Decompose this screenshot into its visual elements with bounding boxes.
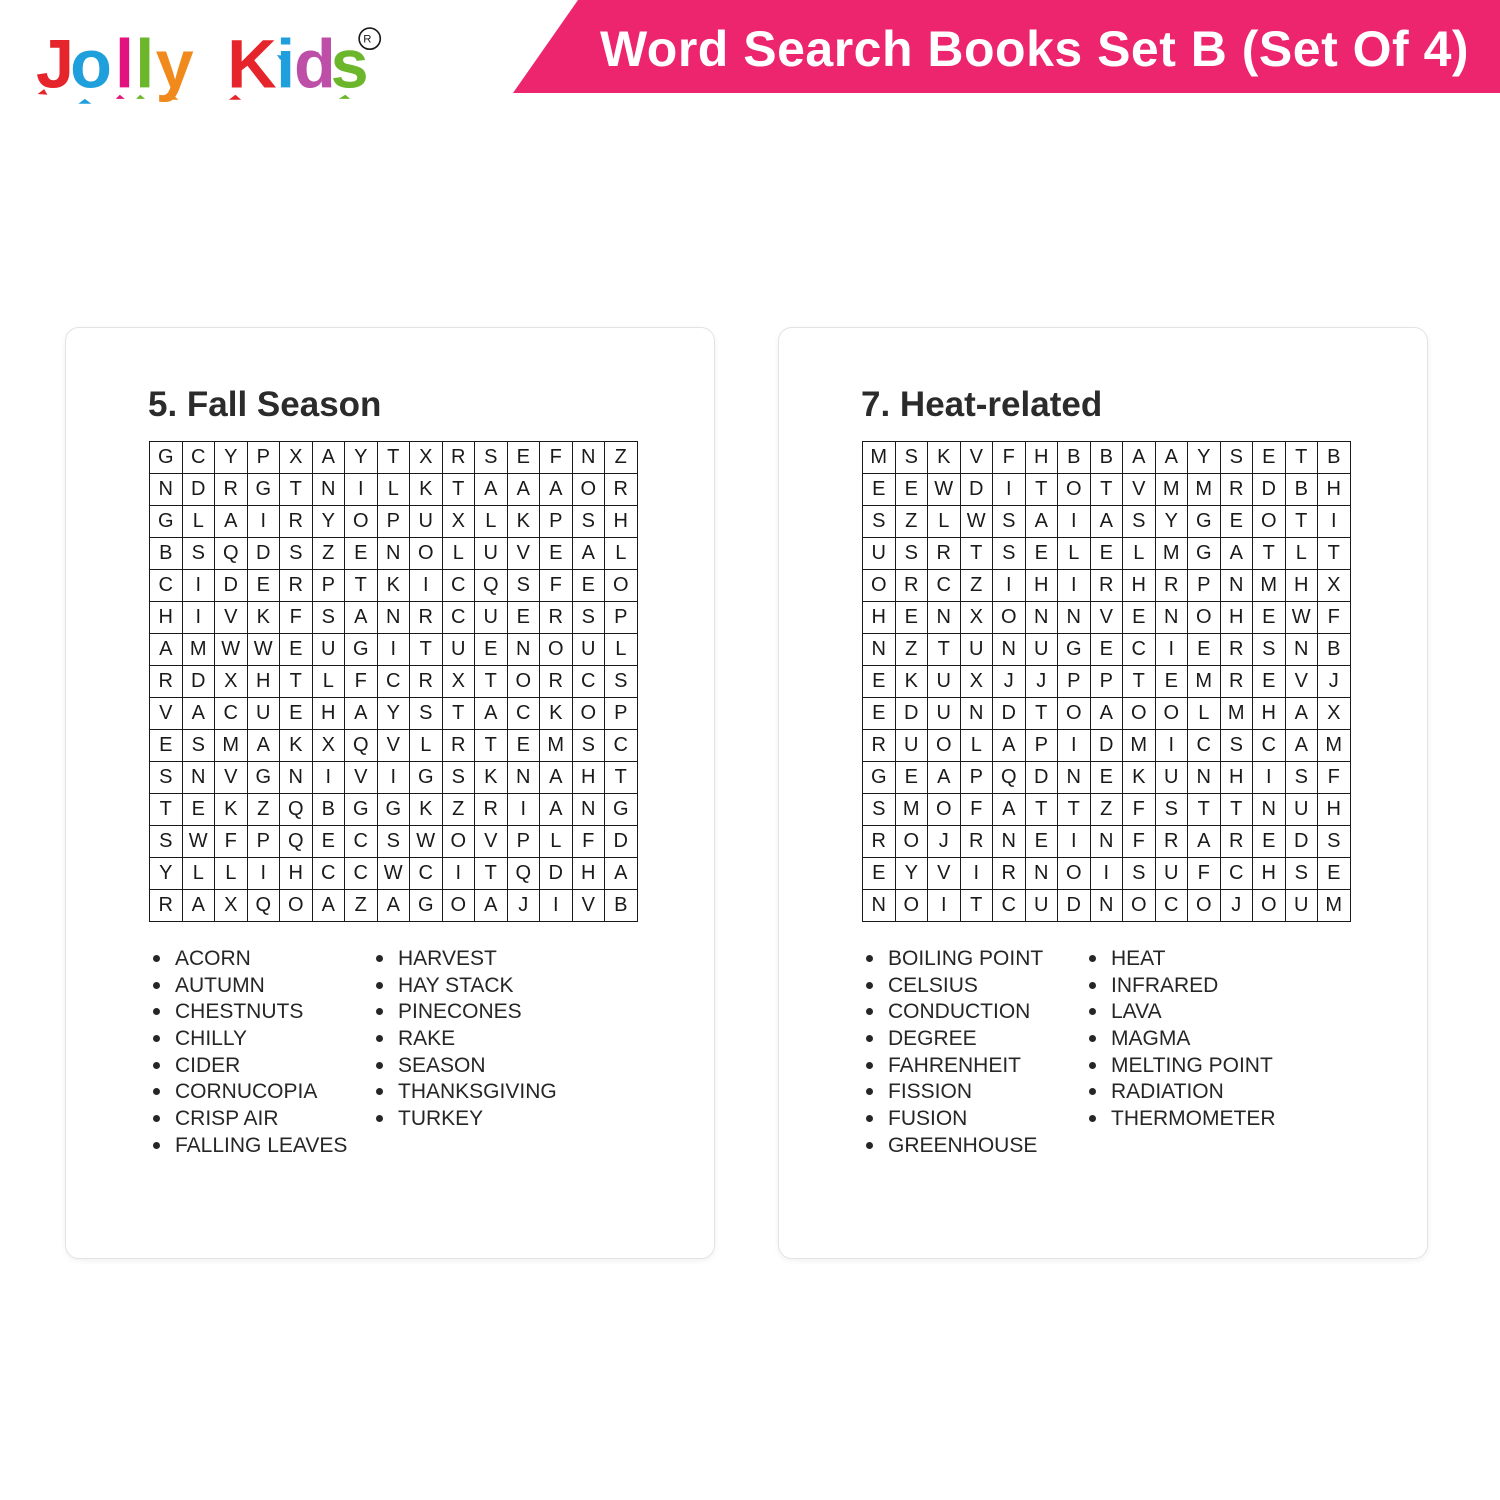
svg-text:y: y bbox=[156, 26, 194, 102]
svg-text:R: R bbox=[363, 34, 371, 46]
svg-text:d: d bbox=[294, 26, 336, 102]
svg-text:i: i bbox=[276, 26, 295, 102]
svg-text:o: o bbox=[70, 26, 112, 102]
svg-text:K: K bbox=[227, 26, 276, 102]
svg-text:l: l bbox=[115, 26, 134, 102]
svg-text:l: l bbox=[135, 26, 154, 102]
